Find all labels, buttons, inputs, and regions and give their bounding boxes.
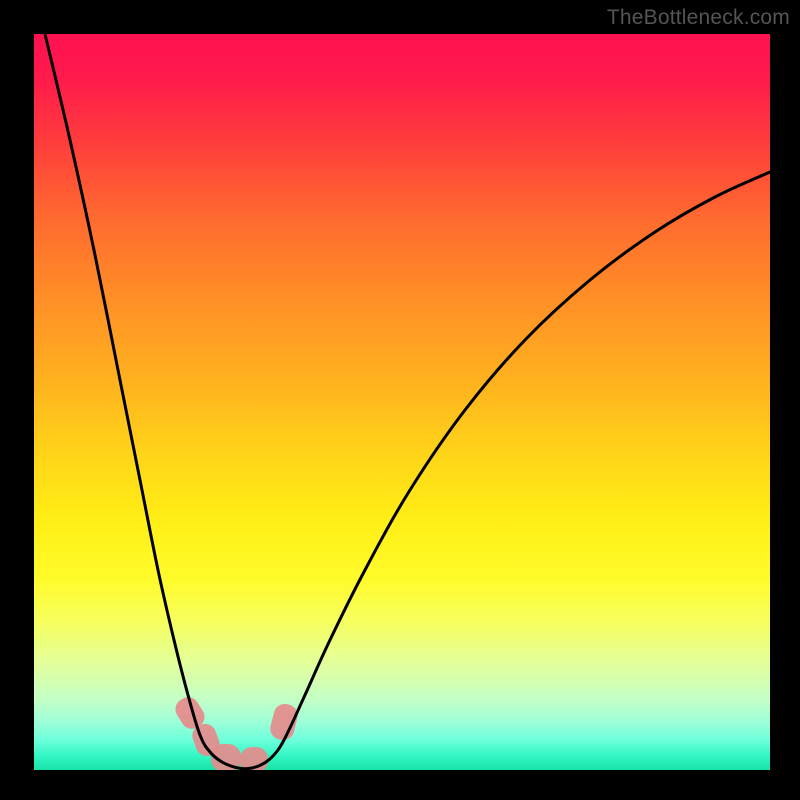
plot-area <box>34 34 770 773</box>
chart-stage: TheBottleneck.com <box>0 0 800 800</box>
bottleneck-chart <box>0 0 800 800</box>
watermark-text: TheBottleneck.com <box>607 6 790 30</box>
gradient-background <box>34 34 770 770</box>
